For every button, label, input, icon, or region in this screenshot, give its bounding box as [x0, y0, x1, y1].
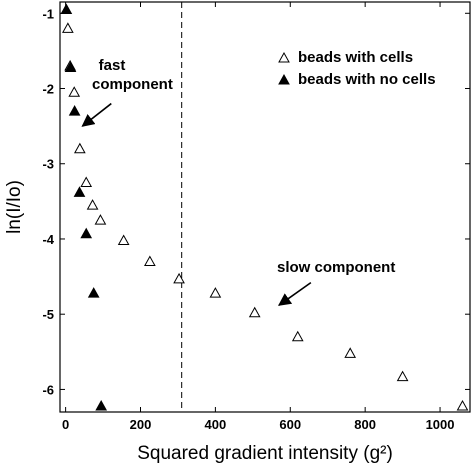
data-point-with-cells [456, 399, 469, 411]
data-point-no-cells [64, 61, 77, 72]
data-points [60, 3, 469, 411]
legend-marker-open-triangle [278, 51, 290, 63]
plot-frame [59, 1, 471, 413]
data-point-no-cells [80, 227, 93, 239]
y-tick-labels: -1 -2 -3 -4 -5 -6 [42, 6, 54, 397]
data-point-no-cells [68, 105, 81, 116]
data-point-with-cells [173, 272, 185, 284]
annotation-slow-component-arrow [277, 281, 312, 306]
legend-label-beads-with-no-cells: beads with no cells [298, 71, 436, 88]
data-point-with-cells [62, 22, 74, 33]
annotation-fast-component-arrow [81, 102, 112, 127]
y-tick-label: -6 [42, 382, 54, 397]
x-tick-label: 600 [279, 417, 301, 432]
x-axis-title: Squared gradient intensity (g²) [137, 443, 393, 464]
y-axis-title: ln(I/Io) [4, 180, 25, 234]
data-point-with-cells [80, 176, 93, 188]
x-tick-labels: 0 200 400 600 800 1000 [62, 417, 455, 432]
data-point-with-cells [291, 330, 304, 342]
legend-label-beads-with-cells: beads with cells [298, 49, 413, 66]
annotation-fast-component-text: component [92, 76, 173, 93]
data-point-with-cells [248, 306, 261, 318]
annotation-slow-component-text: slow component [277, 259, 395, 276]
annotations: fast component slow component [81, 57, 395, 306]
data-point-with-cells [209, 287, 222, 298]
y-tick-label: -5 [42, 307, 54, 322]
x-tick-label: 800 [354, 417, 376, 432]
data-point-no-cells [60, 3, 73, 15]
data-point-no-cells [73, 186, 86, 197]
annotation-fast-component-text: fast [99, 57, 126, 74]
x-tick-label: 1000 [426, 417, 455, 432]
y-tick-label: -1 [42, 6, 54, 21]
axis-ticks [60, 2, 470, 412]
data-point-with-cells [144, 255, 156, 267]
y-tick-label: -4 [42, 232, 54, 247]
legend: beads with cells beads with no cells [278, 49, 436, 88]
data-point-no-cells [95, 399, 108, 411]
y-tick-label: -3 [42, 157, 54, 172]
legend-marker-filled-triangle [278, 73, 290, 85]
data-point-with-cells [68, 86, 81, 97]
data-point-with-cells [344, 347, 357, 358]
data-point-with-cells [86, 199, 99, 210]
data-point-with-cells [117, 234, 130, 245]
data-point-with-cells [396, 370, 409, 382]
data-point-with-cells [73, 142, 86, 154]
x-tick-label: 400 [205, 417, 227, 432]
y-tick-label: -2 [42, 82, 54, 97]
data-point-no-cells [87, 287, 100, 298]
x-tick-label: 0 [62, 417, 69, 432]
data-point-with-cells [94, 214, 107, 225]
x-tick-label: 200 [130, 417, 152, 432]
